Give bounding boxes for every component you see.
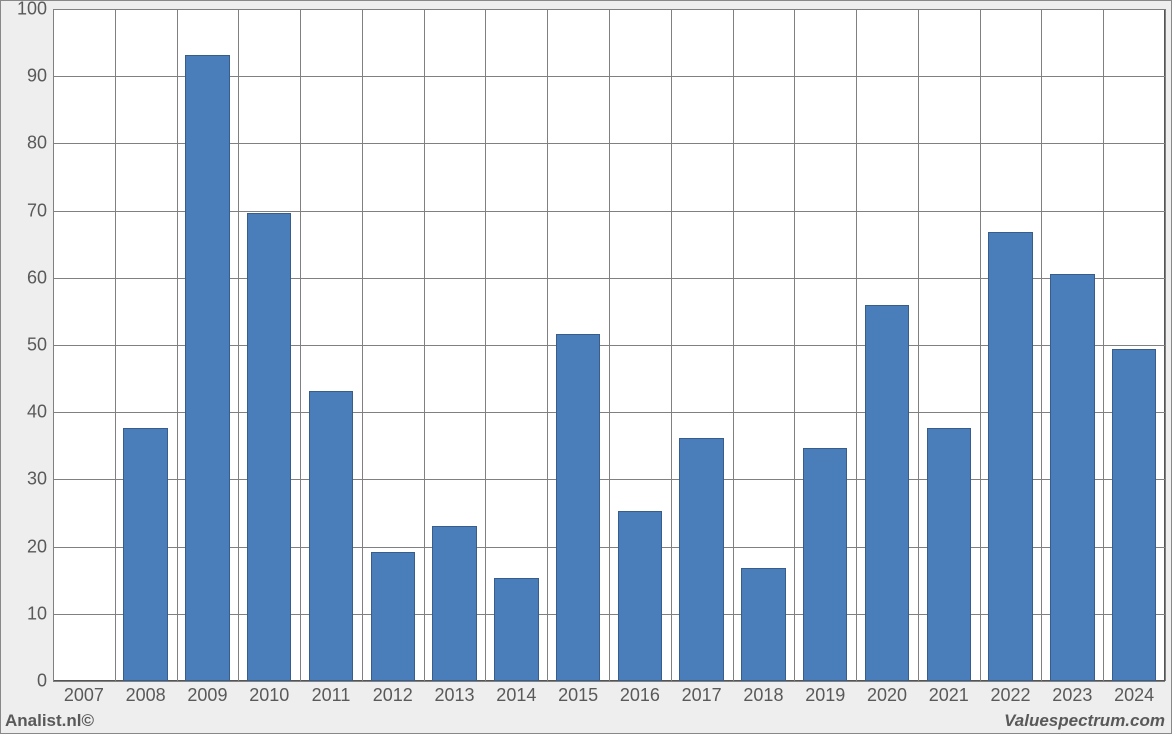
x-tick-label: 2015 — [558, 685, 598, 706]
gridline-v — [918, 9, 919, 681]
y-tick-label: 20 — [5, 536, 47, 557]
gridline-v — [115, 9, 116, 681]
y-tick-label: 10 — [5, 603, 47, 624]
y-tick-label: 100 — [5, 0, 47, 20]
gridline-v — [547, 9, 548, 681]
y-tick-label: 90 — [5, 66, 47, 87]
y-tick-label: 70 — [5, 200, 47, 221]
gridline-v — [300, 9, 301, 681]
footer-right-credit: Valuespectrum.com — [1004, 711, 1165, 731]
y-tick-label: 0 — [5, 671, 47, 692]
gridline-v — [733, 9, 734, 681]
x-tick-label: 2009 — [187, 685, 227, 706]
bar — [927, 428, 971, 681]
bar — [247, 213, 291, 681]
bar — [865, 305, 909, 681]
x-tick-label: 2007 — [64, 685, 104, 706]
bar — [185, 55, 229, 681]
bar — [494, 578, 538, 681]
gridline-v — [671, 9, 672, 681]
x-tick-label: 2008 — [126, 685, 166, 706]
gridline-v — [53, 9, 54, 681]
y-tick-label: 60 — [5, 267, 47, 288]
x-tick-label: 2023 — [1052, 685, 1092, 706]
y-tick-label: 40 — [5, 402, 47, 423]
gridline-v — [1103, 9, 1104, 681]
bar — [679, 438, 723, 681]
bar — [618, 511, 662, 681]
gridline-v — [1165, 9, 1166, 681]
x-tick-label: 2014 — [496, 685, 536, 706]
bar — [1112, 349, 1156, 681]
gridline-v — [980, 9, 981, 681]
x-tick-label: 2017 — [682, 685, 722, 706]
x-tick-label: 2020 — [867, 685, 907, 706]
bar — [371, 552, 415, 681]
gridline-v — [485, 9, 486, 681]
x-tick-label: 2018 — [743, 685, 783, 706]
x-tick-label: 2022 — [991, 685, 1031, 706]
bar — [1050, 274, 1094, 681]
x-tick-label: 2021 — [929, 685, 969, 706]
gridline-v — [856, 9, 857, 681]
x-tick-label: 2024 — [1114, 685, 1154, 706]
gridline-h — [53, 681, 1165, 682]
gridline-v — [238, 9, 239, 681]
x-tick-label: 2013 — [435, 685, 475, 706]
x-tick-label: 2010 — [249, 685, 289, 706]
bar — [803, 448, 847, 681]
x-tick-label: 2011 — [312, 685, 351, 706]
gridline-v — [609, 9, 610, 681]
x-tick-label: 2016 — [620, 685, 660, 706]
chart-frame: Analist.nl© Valuespectrum.com 0 10 20 30 40 5… — [0, 0, 1172, 734]
y-tick-label: 80 — [5, 133, 47, 154]
gridline-v — [177, 9, 178, 681]
gridline-v — [1041, 9, 1042, 681]
gridline-v — [794, 9, 795, 681]
bar — [556, 334, 600, 681]
y-tick-label: 50 — [5, 335, 47, 356]
bar — [988, 232, 1032, 681]
x-tick-label: 2019 — [805, 685, 845, 706]
bar — [123, 428, 167, 681]
bar — [741, 568, 785, 681]
bar — [309, 391, 353, 681]
bar — [432, 526, 476, 681]
gridline-v — [362, 9, 363, 681]
x-tick-label: 2012 — [373, 685, 413, 706]
gridline-v — [424, 9, 425, 681]
y-tick-label: 30 — [5, 469, 47, 490]
footer-left-credit: Analist.nl© — [5, 711, 94, 731]
